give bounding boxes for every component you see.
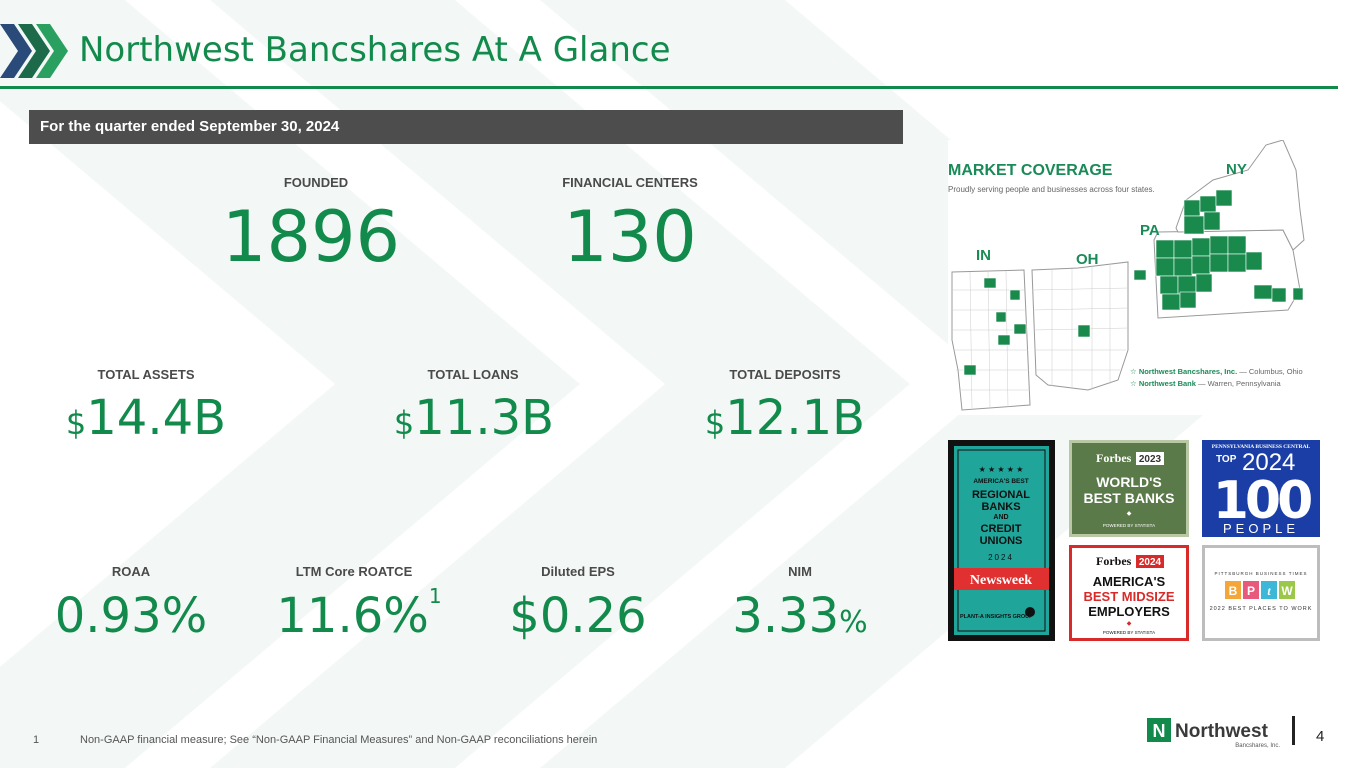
stat-label-total-loans: TOTAL LOANS	[427, 367, 519, 382]
svg-text:Newsweek: Newsweek	[970, 573, 1032, 588]
svg-text:PITTSBURGH BUSINESS TIMES: PITTSBURGH BUSINESS TIMES	[1215, 571, 1308, 576]
svg-text:TOP: TOP	[1216, 454, 1237, 465]
stat-value-total-assets: $14.4B	[65, 390, 227, 446]
svg-text:t: t	[1267, 584, 1271, 598]
svg-text:POWERED BY STATISTA: POWERED BY STATISTA	[1103, 523, 1155, 528]
stat-label-total-deposits: TOTAL DEPOSITS	[729, 367, 841, 382]
state-label-in: IN	[976, 247, 991, 264]
svg-text:Bancshares, Inc.: Bancshares, Inc.	[1235, 743, 1280, 749]
logo-divider	[1292, 716, 1295, 745]
svg-text:Northwest: Northwest	[1175, 721, 1269, 742]
svg-text:◆: ◆	[1127, 511, 1132, 517]
stat-label-founded: FOUNDED	[283, 175, 349, 190]
stat-label-ltm-core-roatce: LTM Core ROATCE	[295, 564, 413, 579]
svg-text:N: N	[1153, 721, 1166, 741]
map-graphic: MARKET COVERAGE Proudly serving people a…	[948, 139, 1305, 411]
stat-value-founded: 1896	[221, 196, 401, 278]
svg-text:AMERICA'S BEST: AMERICA'S BEST	[973, 478, 1028, 485]
stat-value-ltm-core-roatce: 11.6%1	[276, 584, 442, 644]
map-legend-1: ☆ Northwest Bancshares, Inc. — Columbus,…	[1130, 367, 1303, 376]
svg-text:CREDIT: CREDIT	[981, 523, 1022, 535]
svg-text:BEST MIDSIZE: BEST MIDSIZE	[1083, 589, 1174, 604]
map-legend-2: ☆ Northwest Bank — Warren, Pennsylvania	[1130, 379, 1281, 388]
stat-label-total-assets: TOTAL ASSETS	[97, 367, 195, 382]
map-subtitle: Proudly serving people and businesses ac…	[948, 185, 1155, 194]
newsweek-award-badge: ★ ★ ★ ★ ★ AMERICA'S BEST REGIONAL BANKS …	[948, 440, 1055, 641]
best-places-to-work-award-badge: PITTSBURGH BUSINESS TIMES B P t W 2022 B…	[1202, 545, 1320, 641]
stat-label-financial-centers: FINANCIAL CENTERS	[562, 175, 698, 190]
n-logo-icon	[1147, 718, 1171, 742]
map-title: MARKET COVERAGE	[948, 162, 1113, 179]
svg-text:◆: ◆	[1127, 621, 1132, 627]
svg-text:PLANT-A INSIGHTS GROUP: PLANT-A INSIGHTS GROUP	[960, 614, 1033, 620]
forbes-2024-award-badge: Forbes 2024 AMERICA'S BEST MIDSIZE EMPLO…	[1069, 545, 1189, 641]
svg-text:PEOPLE: PEOPLE	[1223, 521, 1299, 536]
svg-text:BEST BANKS: BEST BANKS	[1083, 490, 1174, 506]
svg-text:WORLD'S: WORLD'S	[1096, 474, 1162, 490]
svg-text:UNIONS: UNIONS	[980, 535, 1023, 547]
stat-value-total-deposits: $12.1B	[704, 390, 866, 446]
svg-text:2024: 2024	[1242, 449, 1295, 476]
svg-text:100: 100	[1213, 471, 1311, 531]
northwest-logo: N Northwest Bancshares, Inc.	[1147, 716, 1287, 750]
top-100-people-award-badge: PENNSYLVANIA BUSINESS CENTRAL TOP 2024 1…	[1202, 440, 1320, 537]
stat-value-financial-centers: 130	[563, 196, 697, 278]
page-title: Northwest Bancshares At A Glance	[79, 30, 671, 70]
title-divider	[0, 86, 1338, 89]
svg-text:W: W	[1281, 584, 1293, 598]
chevron-logo-icon	[0, 24, 68, 78]
svg-text:AND: AND	[993, 514, 1008, 521]
svg-text:2023: 2023	[1139, 454, 1162, 465]
served-counties	[963, 189, 1304, 376]
svg-text:REGIONAL: REGIONAL	[972, 489, 1030, 501]
svg-text:★ ★ ★ ★ ★: ★ ★ ★ ★ ★	[979, 465, 1024, 474]
state-label-ny: NY	[1226, 161, 1247, 178]
svg-text:AMERICA'S: AMERICA'S	[1093, 574, 1166, 589]
page-number: 4	[1316, 728, 1325, 745]
stat-value-diluted-eps: $0.26	[509, 588, 647, 644]
svg-text:B: B	[1229, 584, 1238, 598]
svg-text:2024: 2024	[1139, 557, 1162, 568]
svg-text:POWERED BY STATISTA: POWERED BY STATISTA	[1103, 630, 1155, 635]
svg-text:2024: 2024	[988, 553, 1014, 562]
market-coverage-map: MARKET COVERAGE Proudly serving people a…	[948, 139, 1328, 415]
svg-text:EMPLOYERS: EMPLOYERS	[1088, 604, 1170, 619]
svg-text:Forbes: Forbes	[1096, 451, 1132, 465]
svg-text:P: P	[1247, 584, 1255, 598]
stat-value-nim: 3.33%	[732, 588, 868, 644]
svg-text:Forbes: Forbes	[1096, 554, 1132, 568]
stat-label-diluted-eps: Diluted EPS	[541, 564, 615, 579]
stat-label-nim: NIM	[788, 564, 812, 579]
svg-text:BANKS: BANKS	[981, 501, 1020, 513]
forbes-2023-award-badge: Forbes 2023 WORLD'S BEST BANKS ◆ POWERED…	[1069, 440, 1189, 537]
footnote-number: 1	[33, 734, 40, 746]
stat-value-total-loans: $11.3B	[393, 390, 555, 446]
state-label-pa: PA	[1140, 222, 1160, 239]
state-label-oh: OH	[1076, 251, 1099, 268]
svg-text:2022 BEST PLACES TO WORK: 2022 BEST PLACES TO WORK	[1210, 606, 1313, 612]
footnote-text: Non-GAAP financial measure; See “Non-GAA…	[80, 734, 598, 746]
stat-label-roaa: ROAA	[111, 564, 151, 579]
svg-text:PENNSYLVANIA BUSINESS CENTRAL: PENNSYLVANIA BUSINESS CENTRAL	[1212, 444, 1311, 450]
footnote-marker: 1	[428, 584, 442, 608]
stat-value-roaa: 0.93%	[54, 588, 208, 644]
period-banner: For the quarter ended September 30, 2024	[29, 110, 903, 144]
